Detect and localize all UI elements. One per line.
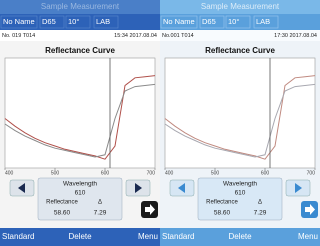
reflectance-value: 58.60 <box>214 210 231 217</box>
info-cell-text: 10° <box>228 17 239 26</box>
x-tick-label: 500 <box>211 170 220 176</box>
sample-id: No. 019 T014 <box>2 33 35 39</box>
x-tick-label: 400 <box>165 170 174 176</box>
x-tick-label: 700 <box>307 170 316 176</box>
reflectance-label: Reflectance <box>206 200 238 206</box>
footer-button[interactable]: Delete <box>228 232 252 241</box>
info-cell-text: No Name <box>163 17 195 26</box>
info-cell-text: LAB <box>256 17 270 26</box>
wavelength-value: 610 <box>75 190 86 197</box>
x-tick-label: 400 <box>5 170 14 176</box>
footer-button[interactable]: Menu <box>298 232 318 241</box>
info-cell-text: D65 <box>202 17 216 26</box>
footer-button[interactable]: Menu <box>138 232 158 241</box>
x-tick-label: 600 <box>101 170 110 176</box>
footer-button[interactable]: Standard <box>162 232 194 241</box>
info-cell-text: No Name <box>3 17 35 26</box>
x-tick-label: 600 <box>261 170 270 176</box>
wavelength-value: 610 <box>235 190 246 197</box>
footer-button[interactable]: Delete <box>68 232 92 241</box>
reflectance-value: 58.60 <box>54 210 71 217</box>
info-cell-text: 10° <box>68 17 79 26</box>
plot-area <box>5 58 155 168</box>
info-cell-text: LAB <box>96 17 110 26</box>
chart-title: Reflectance Curve <box>205 46 275 55</box>
delta-value: 7.29 <box>94 210 107 217</box>
sample-id: No.001 T014 <box>162 33 194 39</box>
screen-title: Sample Measurement <box>201 2 280 11</box>
timestamp: 17:30 2017.08.04 <box>274 33 317 39</box>
delta-label: Δ <box>258 200 262 206</box>
delta-label: Δ <box>98 200 102 206</box>
reflectance-label: Reflectance <box>46 200 78 206</box>
screenshot: Sample Measurement No Name D65 10° LAB No. 01… <box>0 0 320 246</box>
wavelength-label: Wavelength <box>223 181 257 188</box>
timestamp: 15:34 2017.08.04 <box>114 33 157 39</box>
delta-value: 7.29 <box>254 210 267 217</box>
chart-title: Reflectance Curve <box>45 46 115 55</box>
plot-area <box>165 58 315 168</box>
x-tick-label: 700 <box>147 170 156 176</box>
info-cell-text: D65 <box>42 17 56 26</box>
screen-title: Sample Measurement <box>41 2 120 11</box>
page: Sample Measurement No Name D65 10° LAB No. 01… <box>0 0 320 246</box>
wavelength-label: Wavelength <box>63 181 97 188</box>
footer-button[interactable]: Standard <box>2 232 34 241</box>
x-tick-label: 500 <box>51 170 60 176</box>
